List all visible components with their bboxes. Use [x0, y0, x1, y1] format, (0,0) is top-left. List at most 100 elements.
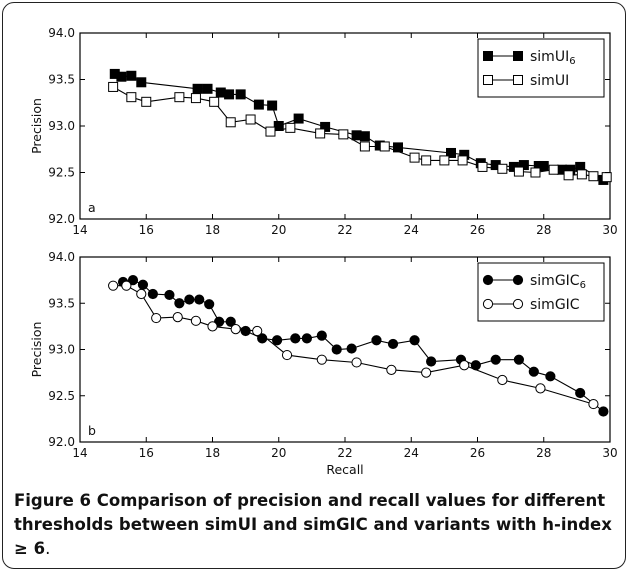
legend-name: simGIC [530, 273, 580, 289]
chart-panel-b: 14 16 18 20 22 24 26 28 30 92.0 92.5 93.0 93.5 94.0 Pr… [29, 250, 618, 477]
data-point [267, 100, 278, 111]
y-tick-label: 93.0 [48, 119, 75, 133]
data-point [172, 312, 183, 323]
data-point [409, 335, 420, 346]
data-point [108, 280, 119, 291]
data-point [108, 81, 119, 92]
y-tick-label: 92.0 [48, 212, 75, 226]
data-point [530, 167, 541, 178]
legend-marker [512, 274, 524, 286]
data-point [202, 83, 213, 94]
data-point [351, 357, 362, 368]
data-point [338, 129, 349, 140]
data-point [359, 131, 370, 142]
data-point [252, 325, 263, 337]
caption-end: . [45, 539, 51, 558]
x-tick-label: 20 [271, 223, 286, 237]
data-point [293, 113, 304, 124]
data-point [265, 126, 276, 137]
data-point [497, 374, 508, 386]
legend-subscript: 6 [569, 56, 575, 67]
data-point [371, 335, 382, 346]
data-point [316, 330, 327, 341]
data-point [290, 333, 301, 344]
data-point [194, 294, 205, 305]
x-axis-label: Recall [326, 462, 363, 477]
y-axis-label: Precision [29, 98, 44, 154]
data-point [528, 366, 539, 377]
data-point [346, 343, 357, 354]
data-point [545, 371, 556, 382]
data-point [164, 289, 175, 301]
x-tick-label: 26 [470, 446, 485, 460]
data-point [426, 356, 437, 367]
data-point [230, 324, 241, 335]
data-point [126, 92, 137, 103]
legend-entry: simUI6 [530, 49, 576, 67]
data-point [497, 163, 508, 174]
legend-name: simUI [530, 49, 569, 65]
legend-box [477, 262, 605, 322]
data-point [192, 83, 203, 94]
x-tick-label: 24 [404, 446, 419, 460]
legend-entry: simGIC6 [530, 273, 586, 291]
caption-label: Figure 6 [14, 491, 92, 510]
x-tick-label: 26 [470, 223, 485, 237]
x-tick-label: 22 [337, 446, 352, 460]
panel-label: b [88, 423, 96, 438]
x-tick-label: 18 [205, 446, 220, 460]
data-point [190, 315, 202, 326]
data-point [316, 354, 327, 365]
data-point [137, 279, 149, 290]
legend-marker [482, 298, 494, 310]
legend-marker [483, 75, 493, 85]
data-point [588, 171, 599, 182]
data-point [235, 89, 246, 100]
y-tick-label: 93.5 [48, 73, 75, 87]
legend-marker [483, 51, 493, 61]
data-point [209, 96, 220, 107]
y-tick-label: 92.0 [48, 435, 75, 449]
data-point [538, 160, 549, 171]
data-point [421, 155, 432, 166]
data-point [207, 321, 218, 332]
data-point [147, 288, 158, 300]
legend-entry: simUI [530, 73, 569, 89]
legend-name: simUI [530, 73, 569, 89]
data-point [315, 128, 326, 139]
data-point [379, 141, 390, 152]
data-point [588, 398, 599, 410]
x-tick-label: 14 [72, 223, 87, 237]
x-tick-label: 14 [72, 446, 87, 460]
legend-subscript: 6 [580, 280, 586, 291]
x-tick-label: 30 [602, 223, 617, 237]
data-point [576, 169, 587, 180]
data-point [477, 161, 488, 172]
legend-name: simGIC [530, 297, 580, 313]
data-point [253, 99, 264, 110]
data-point [225, 117, 236, 128]
x-tick-label: 16 [139, 223, 154, 237]
x-tick-label: 16 [139, 446, 154, 460]
series-1 [108, 280, 599, 410]
series-1 [108, 81, 612, 183]
data-point [121, 280, 132, 291]
y-tick-label: 92.5 [48, 166, 75, 180]
data-point [127, 275, 139, 286]
y-tick-label: 92.5 [48, 389, 75, 403]
data-point [136, 288, 147, 300]
y-tick-label: 94.0 [48, 26, 75, 40]
data-point [190, 93, 201, 104]
data-point [409, 152, 420, 163]
data-point [439, 155, 450, 166]
legend-box [477, 38, 605, 98]
data-point [151, 312, 162, 324]
data-point [215, 87, 226, 98]
data-point [513, 166, 524, 177]
x-tick-label: 30 [602, 446, 617, 460]
data-point [245, 114, 256, 125]
data-point [386, 364, 397, 375]
x-tick-label: 28 [536, 446, 551, 460]
